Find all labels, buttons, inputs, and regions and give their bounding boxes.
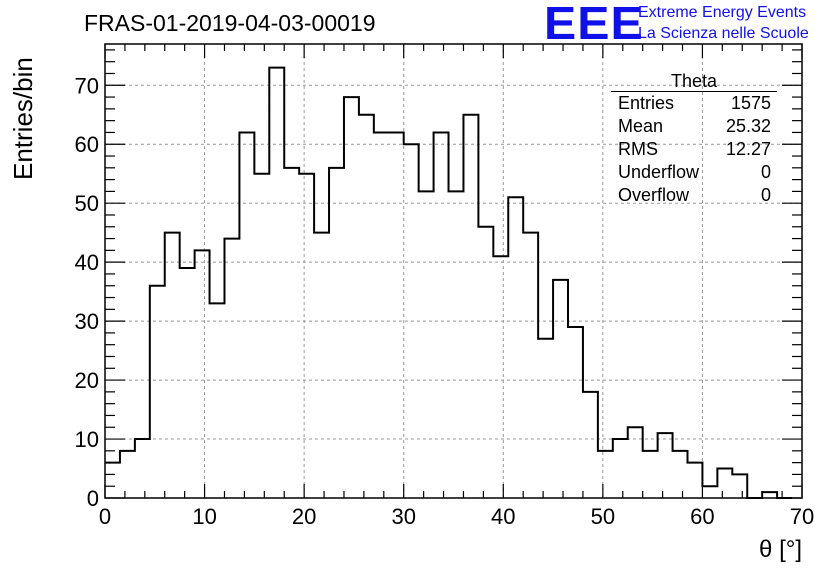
logo-caption-line1: Extreme Energy Events <box>638 4 807 21</box>
eee-logo: EEE <box>544 0 644 49</box>
stats-value: 1575 <box>730 93 771 113</box>
stats-row-entries: Entries 1575 <box>611 92 777 115</box>
logo-caption-line2: La Scienza nelle Scuole <box>638 25 809 42</box>
stats-row-underflow: Underflow 0 <box>611 161 777 184</box>
x-tick-label: 30 <box>391 504 415 529</box>
stats-label: Entries <box>618 93 675 113</box>
stats-label: Overflow <box>618 185 690 205</box>
stats-value: 25.32 <box>725 116 771 136</box>
y-axis-label: Entries/bin <box>8 57 38 180</box>
x-tick-label: 60 <box>690 504 714 529</box>
y-tick-label: 0 <box>87 486 99 511</box>
x-tick-label: 20 <box>292 504 316 529</box>
x-tick-label: 0 <box>99 504 111 529</box>
x-tick-label: 40 <box>491 504 515 529</box>
y-tick-label: 40 <box>75 250 99 275</box>
y-tick-label: 30 <box>75 309 99 334</box>
stats-label: Mean <box>618 116 664 136</box>
stats-box: Theta Entries 1575 Mean 25.32 RMS 12.27 … <box>611 72 777 207</box>
y-tick-label: 60 <box>75 132 99 157</box>
x-tick-label: 10 <box>192 504 216 529</box>
y-tick-label: 10 <box>75 427 99 452</box>
x-axis-label: θ [°] <box>759 536 802 563</box>
y-tick-label: 70 <box>75 73 99 98</box>
stats-row-overflow: Overflow 0 <box>611 184 777 207</box>
chart-title: FRAS-01-2019-04-03-00019 <box>84 10 376 36</box>
stats-row-rms: RMS 12.27 <box>611 138 777 161</box>
y-tick-label: 20 <box>75 368 99 393</box>
x-tick-label: 70 <box>790 504 814 529</box>
histogram-line <box>105 66 793 499</box>
x-tick-label: 50 <box>591 504 615 529</box>
y-tick-label: 50 <box>75 191 99 216</box>
stats-row-mean: Mean 25.32 <box>611 115 777 138</box>
plot-frame <box>104 43 803 499</box>
stats-label: RMS <box>618 139 658 159</box>
stats-value: 12.27 <box>725 139 771 159</box>
grid-lines <box>105 44 802 498</box>
stats-value: 0 <box>760 162 771 182</box>
axis-ticks <box>104 44 803 499</box>
stats-value: 0 <box>760 185 771 205</box>
stats-title: Theta <box>611 72 777 92</box>
tick-labels: 0 10 20 30 40 50 60 70 0 10 20 30 40 50 60 70 <box>75 73 815 529</box>
stats-label: Underflow <box>618 162 700 182</box>
